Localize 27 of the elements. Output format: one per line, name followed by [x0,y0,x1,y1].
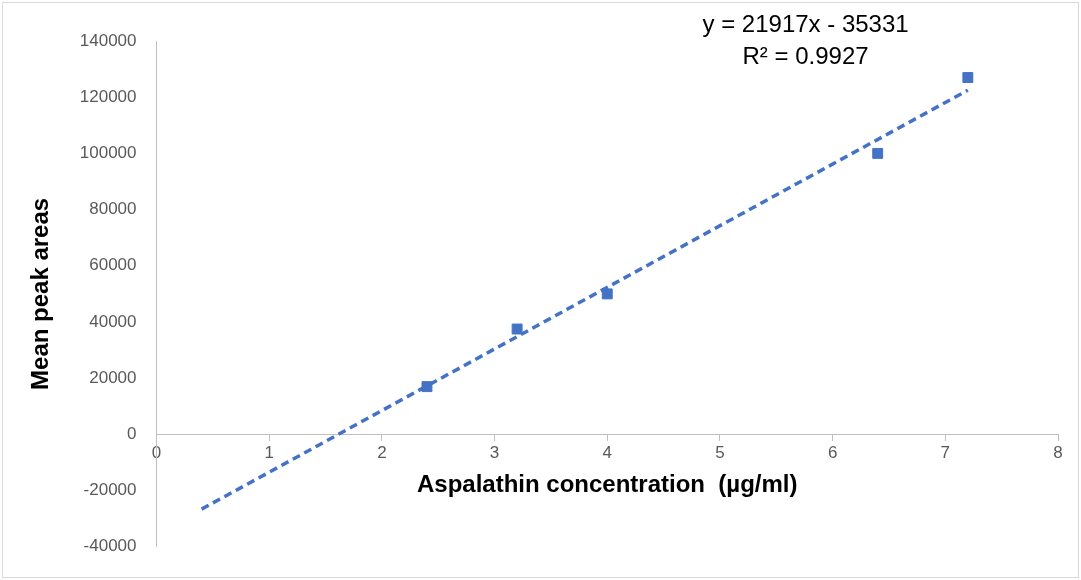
point [511,323,523,335]
y-tick-label: -20000 [83,480,137,500]
point [601,288,613,300]
x-tick-label: 3 [489,443,500,463]
point [872,147,884,159]
y-tick-label: 80000 [89,199,137,219]
x-tick-label: 4 [602,443,612,463]
x-tick-label: 2 [377,443,387,463]
y-tick-label: -40000 [83,536,137,556]
y-axis-title: Mean peak areas [26,197,54,390]
point [962,72,974,83]
x-axis-title: Aspalathin concentration (µg/ml) [417,469,798,497]
y-tick-label: 120000 [79,86,137,106]
y-tick-label: 20000 [89,367,137,387]
y-tick-label: 140000 [79,30,137,50]
x-tick-label: 7 [940,443,951,463]
annotation: R² = 0.9927 [742,41,869,69]
y-tick-label: 100000 [79,143,137,163]
x-tick-label: 5 [715,443,725,463]
y-tick-label: 0 [127,424,137,444]
x-tick-label: 1 [264,443,274,463]
y-tick-label: 60000 [89,255,137,275]
x-tick-label: 8 [1053,443,1063,463]
text: y = 21917x - 35331 [702,9,909,37]
point [421,381,433,393]
y-tick-label: 40000 [89,311,137,331]
x-tick-label: 6 [827,443,838,463]
